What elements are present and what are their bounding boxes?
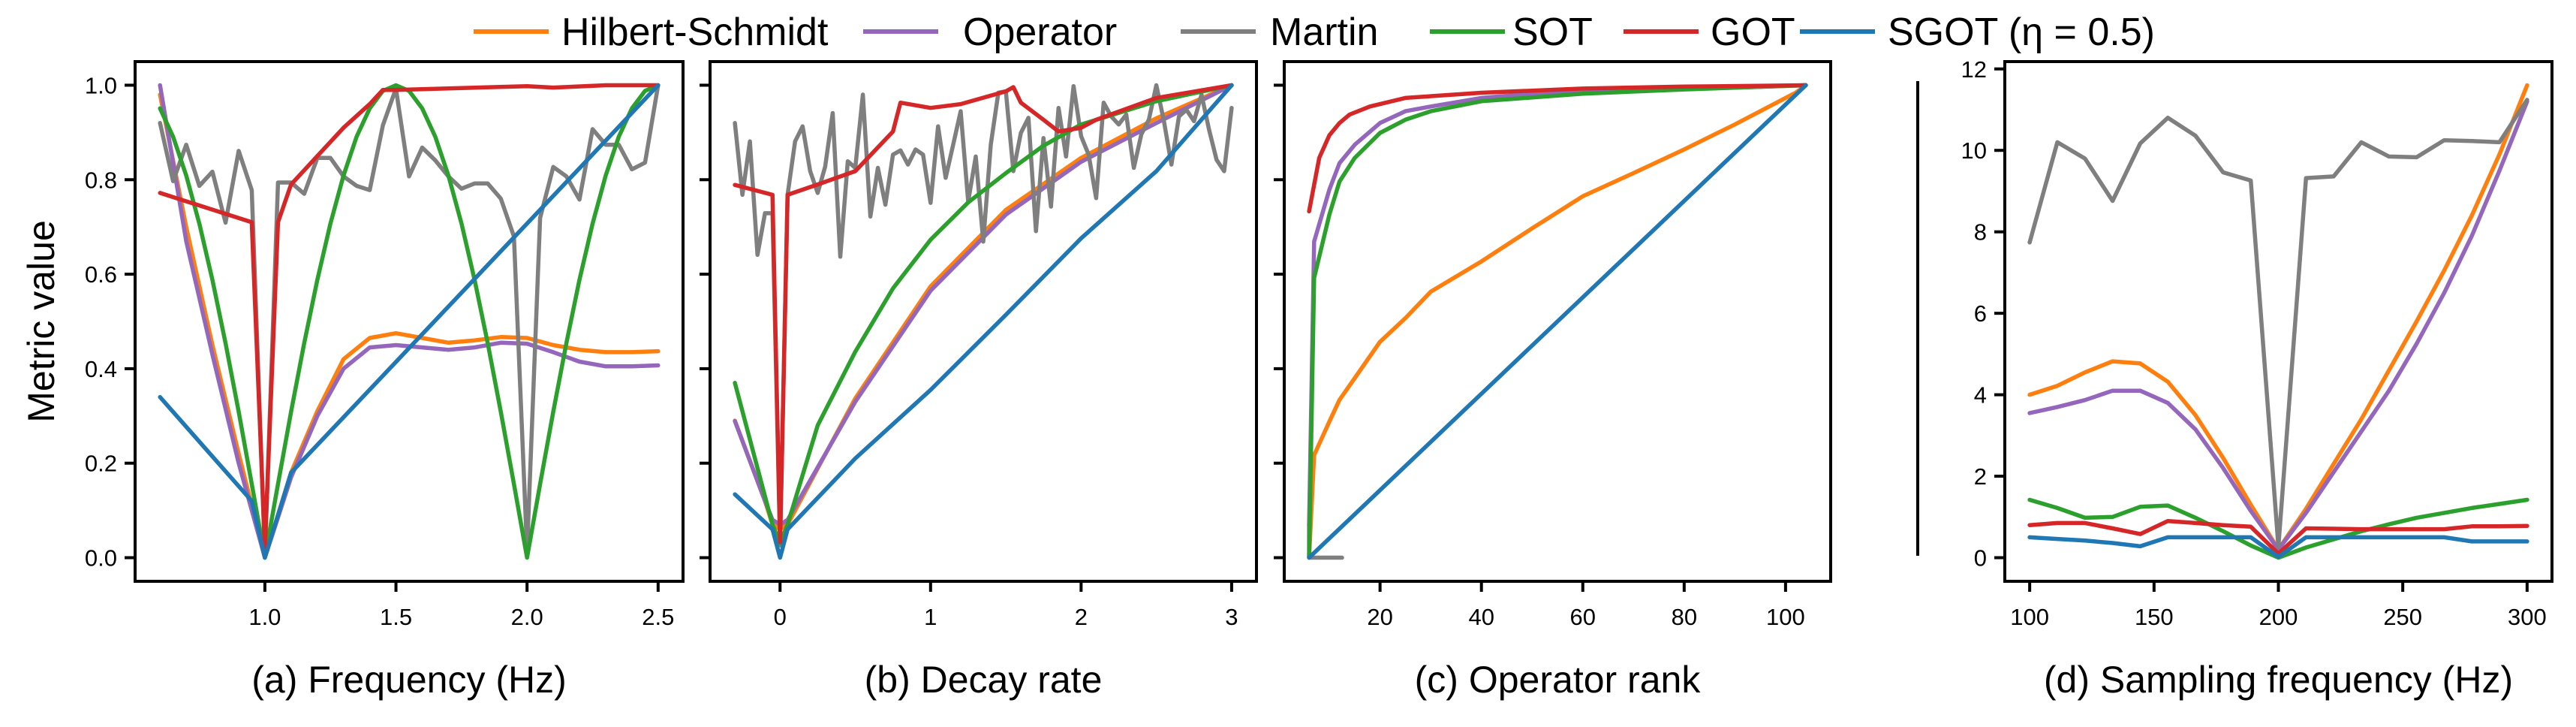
panels: 1.0 1.5 2.0 2.5 0.0 0.2 0.4 0.6 0.8 1.0 (a) Freque…	[20, 56, 2553, 701]
panel-frequency: 1.0 1.5 2.0 2.5 0.0 0.2 0.4 0.6 0.8 1.0 (a) Freque…	[20, 60, 685, 701]
series-line-hilbert-schmidt	[733, 83, 1234, 532]
y-tick-label: 0.2	[85, 451, 117, 477]
plot-area	[733, 83, 1234, 560]
y-tick-label: 4	[1974, 382, 1987, 409]
legend-item: Operator	[863, 11, 1117, 54]
series-line-sot	[1307, 83, 1808, 560]
series-line-sgot	[1307, 83, 1808, 560]
y-tick-label: 0	[1974, 545, 1987, 572]
x-tick-label: 3	[1225, 604, 1238, 630]
series-line-got	[158, 83, 661, 551]
legend-label: Martin	[1270, 11, 1378, 54]
series-line-martin	[158, 83, 661, 558]
series-line-sot	[158, 83, 661, 560]
series-line-martin	[2027, 98, 2529, 549]
series-line-operator	[158, 83, 661, 560]
series-line-hilbert-schmidt	[1307, 83, 1808, 560]
x-tick-label: 60	[1570, 604, 1596, 630]
series-line-got	[733, 83, 1234, 544]
y-tick-label: 2	[1974, 463, 1987, 490]
x-axis-label: (a) Frequency (Hz)	[251, 659, 567, 701]
legend-label: Operator	[963, 11, 1117, 54]
series-line-got	[2027, 518, 2529, 556]
y-tick-label: 12	[1961, 56, 1987, 83]
x-tick-label: 100	[1766, 604, 1805, 630]
x-tick-label: 2.0	[511, 604, 543, 630]
series-line-operator	[2027, 99, 2529, 552]
y-tick-label: 0.6	[85, 261, 117, 288]
y-tick-label: 0.0	[85, 545, 117, 572]
plot-area	[2027, 83, 2529, 560]
legend-label: SGOT (η = 0.5)	[1888, 11, 2155, 54]
plot-area	[1307, 83, 1808, 560]
x-tick-label: 1.0	[248, 604, 281, 630]
x-tick-label: 200	[2259, 604, 2298, 630]
x-tick-label: 150	[2135, 604, 2174, 630]
x-tick-label: 1.5	[380, 604, 412, 630]
x-tick-label: 250	[2383, 604, 2422, 630]
legend-item: GOT	[1624, 11, 1795, 54]
x-tick-label: 100	[2010, 604, 2049, 630]
x-axis-label: (c) Operator rank	[1415, 659, 1702, 701]
legend-item: SGOT (η = 0.5)	[1800, 11, 2155, 54]
x-tick-label: 20	[1367, 604, 1392, 630]
plot-area	[158, 83, 661, 560]
series-line-martin	[733, 83, 1234, 548]
series-line-sgot	[2027, 535, 2529, 560]
y-axis-label: Metric value	[20, 220, 62, 423]
x-tick-label: 1	[924, 604, 937, 630]
x-tick-label: 0	[774, 604, 787, 630]
panel-sampling-frequency: 100 150 200 250 300 0 2 4 6 8 10 12 (d) Sampling fre…	[1961, 56, 2553, 701]
axes-frame	[134, 60, 685, 583]
legend-label: GOT	[1711, 11, 1795, 54]
series-line-sot	[733, 83, 1234, 546]
x-axis-label: (b) Decay rate	[865, 659, 1103, 701]
x-tick-label: 40	[1468, 604, 1494, 630]
x-tick-label: 2.5	[642, 604, 674, 630]
legend-label: Hilbert-Schmidt	[561, 11, 829, 54]
x-axis-label: (d) Sampling frequency (Hz)	[2044, 659, 2513, 701]
y-tick-label: 8	[1974, 219, 1987, 246]
panel-decay-rate: 0 1 2 3 (b) Decay rate	[700, 60, 1258, 701]
legend-item: SOT	[1430, 11, 1593, 54]
series-line-hilbert-schmidt	[2027, 83, 2529, 552]
y-tick-label: 10	[1961, 137, 1987, 164]
x-tick-label: 80	[1672, 604, 1697, 630]
series-line-got	[1307, 83, 1808, 214]
legend-item: Hilbert-Schmidt	[474, 11, 829, 54]
axes-frame	[1283, 60, 1832, 583]
panel-operator-rank: 20 40 60 80 100 (c) Operator rank	[1274, 60, 1832, 701]
axes-frame	[709, 60, 1258, 583]
x-tick-label: 300	[2508, 604, 2547, 630]
series-line-operator	[1307, 83, 1808, 527]
y-tick-label: 0.8	[85, 167, 117, 193]
legend: Hilbert-Schmidt Operator Martin SOT GOT SGOT …	[474, 11, 2155, 54]
series-line-sgot	[733, 83, 1234, 560]
y-tick-label: 1.0	[85, 72, 117, 98]
x-tick-label: 2	[1075, 604, 1088, 630]
series-line-sgot	[158, 83, 661, 560]
legend-label: SOT	[1512, 11, 1593, 54]
legend-item: Martin	[1181, 11, 1378, 54]
y-tick-label: 0.4	[85, 356, 117, 382]
y-tick-label: 6	[1974, 300, 1987, 327]
series-line-hilbert-schmidt	[158, 92, 661, 560]
